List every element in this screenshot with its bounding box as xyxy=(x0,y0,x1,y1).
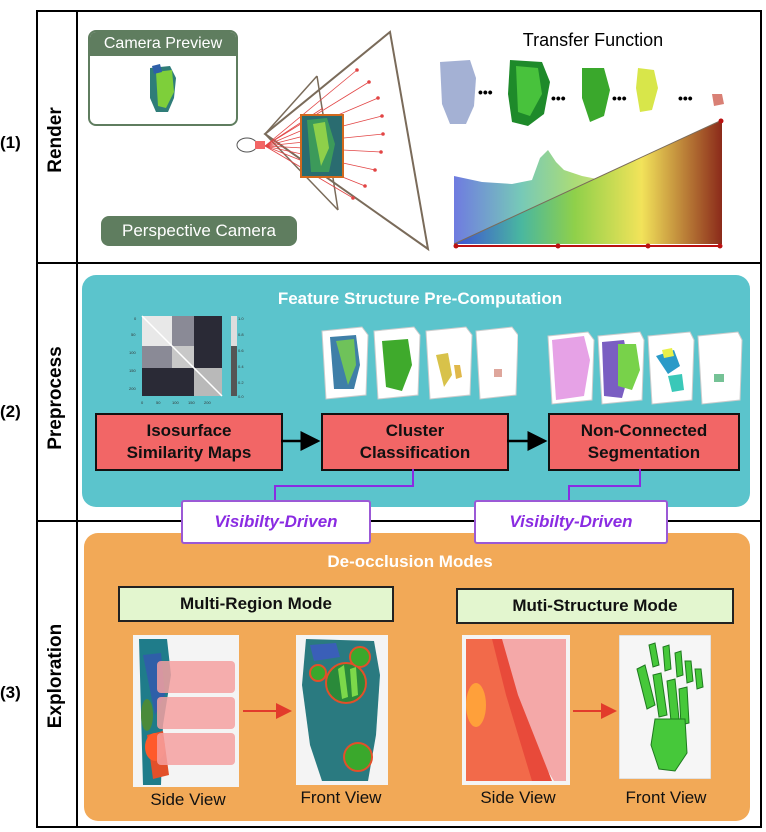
cluster-line2: Classification xyxy=(359,443,471,462)
caption-side-view-2: Side View xyxy=(480,788,556,807)
transfer-function-ellipsis-4: ••• xyxy=(678,90,693,106)
camera-preview-foot-icon xyxy=(150,64,176,112)
visibility-driven-left: Visibilty-Driven xyxy=(181,500,371,544)
isosurface-line2: Similarity Maps xyxy=(126,443,252,462)
cluster-line1: Cluster xyxy=(385,421,445,440)
transfer-function-plot xyxy=(453,118,724,249)
visibility-driven-right: Visibilty-Driven xyxy=(474,500,668,544)
caption-front-view-1: Front View xyxy=(300,788,382,807)
heatmap-x-tick-4: 200 xyxy=(204,400,211,405)
heatmap-x-tick-1: 50 xyxy=(156,400,161,405)
muti-structure-mode-box: Muti-Structure Mode xyxy=(456,588,734,624)
transfer-function-thumbnails xyxy=(440,60,724,126)
perspective-camera-diagram xyxy=(236,30,430,252)
row-number-2: (2) xyxy=(0,402,21,421)
heatmap-x-tick-2: 100 xyxy=(172,400,179,405)
caption-front-view-2: Front View xyxy=(625,788,707,807)
heatmap-y-tick-3: 150 xyxy=(129,368,136,373)
multi-region-front-view xyxy=(296,635,388,785)
exploration-title: De-occlusion Modes xyxy=(327,552,493,571)
cluster-thumbnails xyxy=(321,326,518,400)
row-number-1: (1) xyxy=(0,133,21,152)
isosurface-line1: Isosurface xyxy=(146,421,232,440)
heatmap-y-tick-2: 100 xyxy=(129,350,136,355)
colorbar-tick-3: 0.4 xyxy=(238,364,244,369)
colorbar-tick-1: 0.8 xyxy=(238,332,244,337)
transfer-function-ellipsis-2: ••• xyxy=(551,90,566,106)
transfer-function-ellipsis-3: ••• xyxy=(612,90,627,106)
non-connected-segmentation-box: Non-Connected Segmentation xyxy=(548,413,740,471)
heatmap-y-tick-4: 200 xyxy=(129,386,136,391)
heatmap-y-tick-0: 0 xyxy=(134,316,137,321)
segmentation-line2: Segmentation xyxy=(587,443,701,462)
colorbar-tick-5: 0.0 xyxy=(238,394,244,399)
colorbar-tick-4: 0.2 xyxy=(238,380,244,385)
segmentation-thumbnails xyxy=(547,331,743,405)
muti-structure-front-view xyxy=(619,635,711,779)
transfer-function-title: Transfer Function xyxy=(522,30,664,50)
perspective-camera-label: Perspective Camera xyxy=(101,216,297,246)
heatmap-x-tick-3: 150 xyxy=(188,400,195,405)
transfer-function-ellipsis-1: ••• xyxy=(478,84,493,100)
segmentation-line1: Non-Connected xyxy=(580,421,708,440)
muti-structure-side-view xyxy=(462,635,570,785)
heatmap-x-tick-0: 0 xyxy=(141,400,144,405)
row-number-3: (3) xyxy=(0,683,21,702)
isosurface-similarity-maps-box: Isosurface Similarity Maps xyxy=(95,413,283,471)
similarity-heatmap: 0 50 100 150 200 0 50 100 150 200 1.0 0.… xyxy=(129,315,244,405)
colorbar-tick-0: 1.0 xyxy=(238,316,244,321)
camera-preview-title: Camera Preview xyxy=(90,32,236,56)
heatmap-y-tick-1: 50 xyxy=(131,332,136,337)
colorbar-tick-2: 0.6 xyxy=(238,348,244,353)
preprocess-title: Feature Structure Pre-Computation xyxy=(277,289,563,308)
caption-side-view-1: Side View xyxy=(150,790,226,809)
multi-region-mode-box: Multi-Region Mode xyxy=(118,586,394,622)
multi-region-side-view xyxy=(133,635,239,787)
